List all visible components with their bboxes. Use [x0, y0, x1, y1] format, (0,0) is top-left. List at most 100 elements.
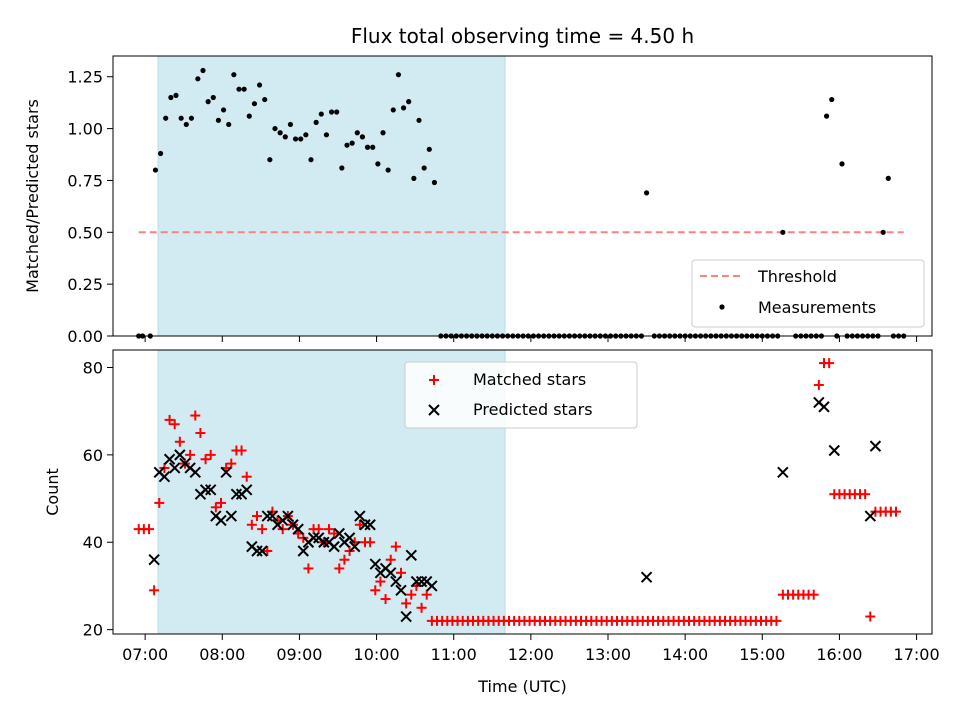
matched-legend-swatch: [429, 375, 439, 385]
predicted-star-point: [818, 401, 830, 413]
measurement-point: [339, 165, 345, 171]
predicted-star-point: [369, 558, 381, 570]
x-tick-label: 11:00: [431, 645, 477, 664]
measurement-point: [426, 146, 432, 152]
measurement-point: [344, 142, 350, 148]
predicted-star-point: [333, 527, 345, 540]
measurement-point: [188, 115, 195, 121]
measurement-point: [823, 113, 830, 119]
matched-star-point: [416, 602, 427, 613]
matched-star-point: [824, 358, 835, 369]
matched-star-point: [406, 589, 417, 600]
predicted-star-point: [292, 523, 304, 535]
measurement-point: [839, 161, 845, 167]
predicted-legend-swatch: [428, 404, 440, 416]
predicted-star-point: [828, 444, 840, 457]
predicted-star-point: [364, 519, 376, 531]
measurement-point: [364, 144, 371, 150]
matched-star-point: [370, 585, 381, 596]
matched-star-point: [246, 519, 257, 530]
predicted-legend-label: Predicted stars: [473, 400, 593, 419]
y-tick-label: 0.50: [67, 223, 103, 242]
predicted-stars-points: [148, 396, 882, 623]
y-tick-label: 60: [83, 446, 103, 465]
measurement-point: [267, 157, 273, 163]
bottom-y-axis-ticks: 20 40 60 80: [83, 358, 113, 640]
measurement-point: [282, 134, 288, 140]
matched-star-point: [313, 524, 324, 535]
matched-star-point: [174, 436, 185, 447]
matched-star-point: [324, 524, 334, 535]
predicted-star-point: [158, 471, 171, 483]
measurement-point: [220, 107, 227, 113]
measurement-point: [323, 132, 330, 138]
x-tick-label: 10:00: [354, 645, 400, 664]
measurement-point: [303, 132, 309, 138]
measurement-point: [780, 229, 786, 235]
bottom-x-axis-ticks: 07:00 08:00 09:00 10:00 11:00 12:00 13:00 14:00…: [122, 634, 940, 664]
x-tick-label: 16:00: [816, 645, 862, 664]
bottom-axes-frame: [112, 349, 933, 635]
matched-star-point: [190, 410, 201, 421]
predicted-star-point: [215, 514, 227, 527]
matched-star-point: [813, 379, 824, 390]
measurement-point: [256, 82, 263, 88]
y-tick-label: 20: [83, 621, 103, 640]
matched-star-point: [385, 554, 396, 565]
measurement-point: [354, 130, 360, 136]
matched-star-point: [375, 576, 386, 587]
top-legend-box: [691, 259, 925, 328]
top-axes-frame: [112, 55, 933, 337]
x-tick-label: 12:00: [508, 645, 554, 664]
predicted-star-point: [241, 484, 253, 496]
measurement-point: [205, 99, 211, 105]
predicted-star-point: [282, 510, 294, 522]
matched-star-point: [401, 598, 412, 609]
measurement-point: [292, 136, 299, 142]
measurement-point: [236, 86, 242, 92]
predicted-star-point: [354, 510, 366, 522]
top-legend: Threshold Measurements: [691, 259, 925, 328]
matched-star-point: [164, 414, 175, 425]
matched-star-point: [365, 537, 376, 548]
predicted-star-point: [390, 575, 402, 588]
measurement-point: [643, 190, 650, 196]
measurement-point: [411, 175, 417, 181]
top-y-axis-ticks: 0.00 0.25 0.50 0.75 1.00 1.25: [67, 68, 113, 346]
matched-star-point: [860, 489, 871, 500]
bottom-legend: Matched stars Predicted stars: [404, 361, 638, 429]
matched-star-point: [205, 449, 216, 460]
measurement-point: [390, 107, 396, 113]
matched-star-point: [216, 497, 226, 508]
measurement-point: [173, 92, 179, 99]
x-tick-label: 08:00: [199, 645, 245, 664]
legend-x-marker: [428, 404, 440, 416]
measurement-point: [251, 101, 258, 107]
matched-star-point: [210, 502, 221, 513]
predicted-star-point: [405, 549, 417, 562]
y-tick-label: 0.25: [67, 275, 103, 294]
predicted-star-point: [251, 545, 263, 557]
predicted-star-point: [174, 449, 186, 461]
threshold-legend-label: Threshold: [757, 267, 837, 286]
x-tick-label: 14:00: [662, 645, 708, 664]
predicted-star-point: [343, 532, 356, 544]
predicted-star-point: [163, 453, 176, 465]
predicted-star-point: [349, 540, 361, 553]
matched-star-point: [329, 528, 340, 539]
top-measurement-points: [136, 67, 907, 339]
measurement-point: [318, 111, 324, 117]
y-tick-label: 1.25: [67, 68, 103, 87]
measurement-point: [380, 130, 386, 136]
x-tick-label: 09:00: [276, 645, 322, 664]
matched-star-point: [339, 554, 350, 565]
measurement-point: [272, 125, 278, 132]
measurement-point: [385, 167, 391, 173]
measurement-point: [246, 113, 252, 119]
matched-star-point: [865, 611, 876, 622]
x-tick-label: 13:00: [585, 645, 631, 664]
predicted-star-point: [230, 488, 243, 500]
measurement-point: [880, 229, 886, 235]
measurement-point: [400, 105, 407, 111]
